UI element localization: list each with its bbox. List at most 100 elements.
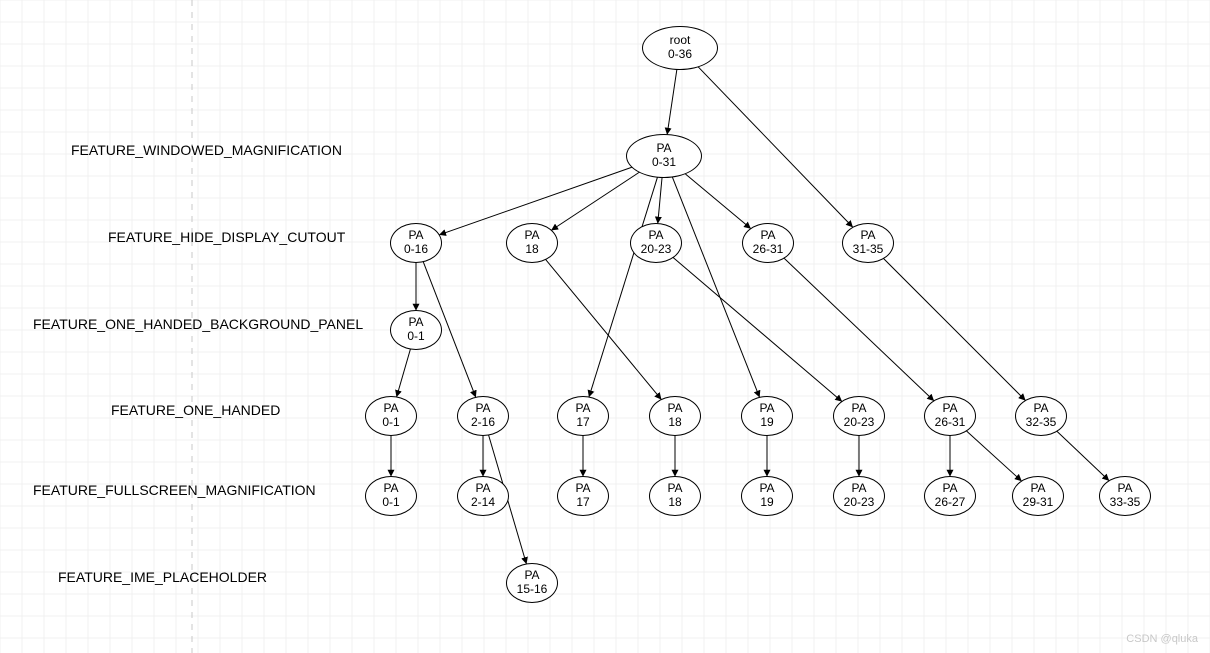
node-pa_2_16: PA2-16 xyxy=(457,396,509,436)
node-pa_32_35: PA32-35 xyxy=(1015,396,1067,436)
edge-pa_0_31-pa_20_23_r2 xyxy=(658,178,662,223)
node-line2: 19 xyxy=(760,496,773,510)
node-line1: PA xyxy=(760,229,775,243)
node-pa_2_14: PA2-14 xyxy=(457,476,509,516)
node-pa_18_r4: PA18 xyxy=(649,396,701,436)
node-line1: PA xyxy=(759,482,774,496)
edge-pa_0_31-pa_18_r2 xyxy=(552,173,639,231)
node-line2: 0-16 xyxy=(404,243,428,257)
node-line2: 0-36 xyxy=(668,48,692,62)
node-line1: PA xyxy=(575,402,590,416)
node-line2: 2-16 xyxy=(471,416,495,430)
edge-pa_0_31-pa_19_r4 xyxy=(673,177,760,397)
node-line2: 20-23 xyxy=(641,243,672,257)
node-line1: PA xyxy=(524,229,539,243)
node-line1: PA xyxy=(860,229,875,243)
node-line1: PA xyxy=(383,402,398,416)
node-line2: 26-31 xyxy=(935,416,966,430)
node-line1: PA xyxy=(942,402,957,416)
node-pa_18_r2: PA18 xyxy=(506,223,558,263)
node-line1: PA xyxy=(383,482,398,496)
node-pa_18_r5: PA18 xyxy=(649,476,701,516)
node-line2: 18 xyxy=(525,243,538,257)
edge-root-pa_31_35 xyxy=(699,67,853,227)
node-line2: 2-14 xyxy=(471,496,495,510)
edge-pa_20_23_r2-pa_20_23_r4 xyxy=(673,258,841,401)
node-line2: 26-27 xyxy=(935,496,966,510)
node-line2: 18 xyxy=(668,496,681,510)
node-line1: PA xyxy=(942,482,957,496)
diagram-canvas: root0-36PA0-31PA0-16PA18PA20-23PA26-31PA… xyxy=(0,0,1210,653)
lbl-one-handed-bg-panel: FEATURE_ONE_HANDED_BACKGROUND_PANEL xyxy=(33,316,363,332)
node-line2: 32-35 xyxy=(1026,416,1057,430)
node-pa_20_23_r4: PA20-23 xyxy=(833,396,885,436)
node-pa_15_16: PA15-16 xyxy=(506,563,558,603)
node-line2: 31-35 xyxy=(853,243,884,257)
node-line2: 0-1 xyxy=(382,416,399,430)
node-line1: PA xyxy=(759,402,774,416)
node-root: root0-36 xyxy=(642,26,718,70)
node-pa_0_1_r3: PA0-1 xyxy=(390,310,442,350)
edge-pa_0_1_r3-pa_0_1_r4 xyxy=(397,350,411,397)
node-pa_0_1_r5: PA0-1 xyxy=(365,476,417,516)
node-pa_33_35: PA33-35 xyxy=(1099,476,1151,516)
node-line2: 20-23 xyxy=(844,496,875,510)
edge-pa_0_31-pa_17_r4 xyxy=(589,178,657,397)
edge-pa_31_35-pa_32_35 xyxy=(884,259,1025,400)
node-line2: 20-23 xyxy=(844,416,875,430)
node-pa_20_23_r5: PA20-23 xyxy=(833,476,885,516)
node-pa_0_16: PA0-16 xyxy=(390,223,442,263)
edge-pa_0_31-pa_26_31_r2 xyxy=(686,174,751,228)
edge-pa_18_r2-pa_18_r4 xyxy=(546,260,661,399)
node-pa_0_1_r4: PA0-1 xyxy=(365,396,417,436)
node-pa_20_23_r2: PA20-23 xyxy=(630,223,682,263)
edge-root-pa_0_31 xyxy=(667,70,677,134)
node-line1: PA xyxy=(851,402,866,416)
node-pa_29_31: PA29-31 xyxy=(1012,476,1064,516)
node-line1: PA xyxy=(408,229,423,243)
node-pa_26_31_r2: PA26-31 xyxy=(742,223,794,263)
node-line1: PA xyxy=(656,142,671,156)
node-pa_0_31: PA0-31 xyxy=(626,134,702,178)
node-line1: PA xyxy=(648,229,663,243)
node-pa_17_r5: PA17 xyxy=(557,476,609,516)
node-line2: 17 xyxy=(576,416,589,430)
node-line1: PA xyxy=(667,402,682,416)
lbl-ime-placeholder: FEATURE_IME_PLACEHOLDER xyxy=(58,569,267,585)
node-line1: PA xyxy=(475,482,490,496)
watermark: CSDN @qluka xyxy=(1126,633,1198,645)
node-line2: 0-1 xyxy=(407,330,424,344)
node-pa_31_35: PA31-35 xyxy=(842,223,894,263)
node-pa_19_r5: PA19 xyxy=(741,476,793,516)
node-line1: PA xyxy=(1117,482,1132,496)
node-line2: 0-31 xyxy=(652,156,676,170)
node-pa_19_r4: PA19 xyxy=(741,396,793,436)
node-line1: PA xyxy=(408,316,423,330)
node-pa_17_r4: PA17 xyxy=(557,396,609,436)
node-line2: 15-16 xyxy=(517,583,548,597)
lbl-one-handed: FEATURE_ONE_HANDED xyxy=(111,402,280,418)
node-line1: PA xyxy=(524,569,539,583)
node-line1: root xyxy=(670,34,691,48)
node-line2: 19 xyxy=(760,416,773,430)
node-line1: PA xyxy=(1030,482,1045,496)
node-pa_26_27: PA26-27 xyxy=(924,476,976,516)
edge-pa_32_35-pa_33_35 xyxy=(1057,432,1108,481)
node-line2: 26-31 xyxy=(753,243,784,257)
lbl-fullscreen-magnification: FEATURE_FULLSCREEN_MAGNIFICATION xyxy=(33,482,316,498)
node-line2: 29-31 xyxy=(1023,496,1054,510)
node-line1: PA xyxy=(475,402,490,416)
node-line1: PA xyxy=(667,482,682,496)
edge-pa_26_31_r4-pa_29_31 xyxy=(967,431,1021,480)
node-line2: 17 xyxy=(576,496,589,510)
node-line2: 33-35 xyxy=(1110,496,1141,510)
node-line1: PA xyxy=(1033,402,1048,416)
node-pa_26_31_r4: PA26-31 xyxy=(924,396,976,436)
node-line1: PA xyxy=(851,482,866,496)
node-line2: 18 xyxy=(668,416,681,430)
node-line2: 0-1 xyxy=(382,496,399,510)
lbl-hide-display-cutout: FEATURE_HIDE_DISPLAY_CUTOUT xyxy=(108,229,345,245)
lbl-windowed-magnification: FEATURE_WINDOWED_MAGNIFICATION xyxy=(71,142,342,158)
edge-pa_26_31_r2-pa_26_31_r4 xyxy=(784,259,933,401)
node-line1: PA xyxy=(575,482,590,496)
